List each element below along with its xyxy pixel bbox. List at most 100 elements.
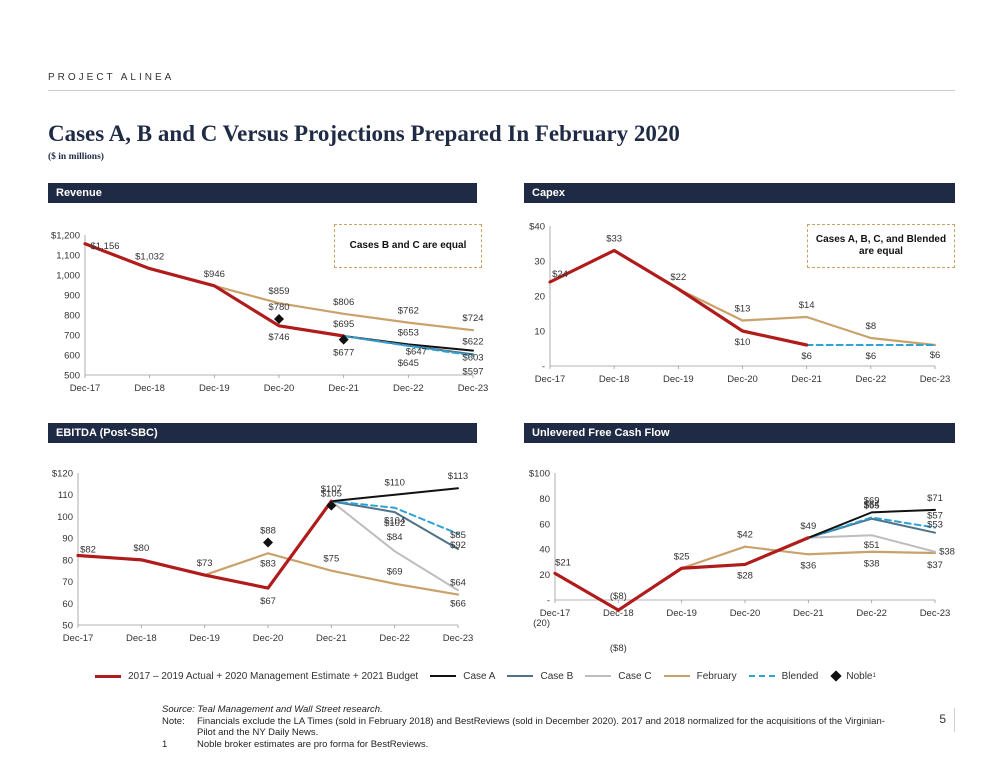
data-label: $780 — [268, 302, 289, 313]
y-tick-label: 100 — [57, 512, 73, 523]
data-label: $724 — [462, 313, 483, 324]
legend-swatch-blended — [748, 675, 775, 677]
y-tick-label: 700 — [64, 331, 80, 342]
x-tick-label: Dec-17 — [535, 374, 566, 385]
y-tick-label: 20 — [534, 292, 545, 303]
legend-label-february: February — [696, 670, 737, 682]
series-line-actual — [548, 248, 809, 347]
note-key: Note: — [162, 715, 185, 727]
legend-label-blended: Blended — [781, 670, 819, 682]
data-label: $83 — [260, 558, 276, 569]
x-tick-label: Dec-17 — [63, 633, 94, 644]
data-label: $69 — [387, 567, 403, 578]
y-tick-label: - — [547, 596, 550, 607]
noble-marker — [263, 537, 273, 548]
data-label: $603 — [462, 352, 483, 363]
series-line-february — [203, 552, 460, 596]
data-label: $677 — [333, 348, 354, 359]
data-label: $51 — [864, 540, 880, 551]
x-tick-label: Dec-21 — [316, 633, 347, 644]
data-label: $806 — [333, 297, 354, 308]
data-label: $645 — [398, 358, 419, 369]
legend-item-blended: Blended — [748, 670, 819, 682]
x-tick-label: Dec-22 — [856, 608, 887, 619]
data-label: $110 — [384, 478, 404, 489]
ufcf-chart: - 20 40 60 80 $100 (20)Dec-17 Dec-18 Dec-19 Dec-2… — [529, 469, 955, 655]
y-tick-label: $120 — [52, 469, 73, 480]
y-tick-label: (20) — [533, 618, 550, 629]
series-line-february — [213, 284, 475, 332]
data-label: $10 — [735, 337, 751, 348]
series-line-blended — [330, 500, 459, 535]
ebitda-section-header: EBITDA (Post-SBC) — [48, 423, 477, 443]
y-tick-label: 20 — [539, 570, 550, 581]
data-label: $22 — [670, 272, 686, 283]
legend-item-actual: 2017 – 2019 Actual + 2020 Management Est… — [95, 671, 418, 682]
data-label: $21 — [555, 557, 571, 568]
data-label: $597 — [462, 367, 483, 378]
data-label: $647 — [406, 347, 427, 358]
y-tick-label: $40 — [529, 222, 545, 233]
x-tick-label: Dec-19 — [189, 633, 220, 644]
revenue-chart: 500 600 700 800 900 1,000 1,100 $1,200 Dec-17 Dec… — [51, 231, 489, 395]
note-row: Note: Financials exclude the LA Times (s… — [162, 716, 893, 739]
page-number: 5 — [939, 712, 946, 726]
y-tick-label: - — [542, 362, 545, 373]
footnote-1-text: Noble broker estimates are pro forma for… — [197, 738, 429, 750]
data-label: $88 — [260, 525, 276, 536]
data-label: $1,156 — [90, 241, 119, 252]
data-label: $107 — [321, 484, 342, 495]
x-tick-label: Dec-23 — [920, 374, 951, 385]
noble-marker — [274, 314, 284, 324]
data-label: $65 — [864, 500, 880, 511]
data-label: $38 — [864, 559, 880, 570]
y-tick-label: 80 — [62, 555, 73, 566]
legend-label-case-c: Case C — [618, 670, 652, 682]
x-tick-label: Dec-19 — [666, 608, 697, 619]
source-note: Source: Teal Management and Wall Street … — [162, 704, 383, 715]
legend-item-case-c: Case C — [585, 670, 652, 682]
x-tick-label: Dec-23 — [458, 383, 489, 394]
data-label: $64 — [864, 500, 880, 511]
data-label: $33 — [606, 234, 622, 245]
legend-label-case-b: Case B — [540, 670, 574, 682]
legend-item-case-b: Case B — [507, 671, 573, 682]
x-tick-label: Dec-22 — [393, 383, 424, 394]
data-label: $85 — [450, 530, 466, 541]
data-label: $75 — [323, 554, 339, 565]
x-tick-label: Dec-20 — [730, 608, 761, 619]
series-line-actual — [83, 242, 346, 338]
data-label: $102 — [384, 518, 405, 529]
noble-marker — [338, 334, 349, 345]
data-label: $64 — [450, 578, 466, 589]
x-tick-label: Dec-19 — [663, 374, 694, 385]
legend-swatch-case-b — [507, 675, 534, 677]
series-line-actual — [553, 536, 810, 612]
legend-item-case-a: Case A — [430, 671, 495, 682]
data-label: $67 — [260, 596, 276, 607]
legend-label-actual: 2017 – 2019 Actual + 2020 Management Est… — [128, 670, 419, 682]
chart-legend: 2017 – 2019 Actual + 2020 Management Est… — [95, 669, 888, 683]
series-line-actual — [76, 499, 333, 590]
data-label: $6 — [930, 350, 941, 361]
x-tick-label: Dec-18 — [126, 633, 157, 644]
page-subtitle: ($ in millions) — [48, 152, 104, 162]
ebitda-chart: 50 60 70 80 90 100 110 $120 Dec-17 Dec-18 Dec-19 De… — [52, 469, 474, 645]
data-label: $746 — [268, 332, 289, 343]
data-label: $92 — [450, 540, 466, 551]
x-tick-label: Dec-20 — [727, 374, 758, 385]
y-tick-label: 40 — [539, 545, 550, 556]
data-label: $66 — [450, 598, 466, 609]
series-line-blended — [807, 516, 936, 539]
series-line-case-a — [807, 508, 936, 539]
footnotes: Source: Teal Management and Wall Street … — [162, 704, 893, 750]
x-tick-label: Dec-23 — [443, 633, 474, 644]
series-line-case-c — [807, 534, 936, 553]
data-label: $69 — [864, 495, 880, 506]
data-label: $653 — [398, 327, 419, 338]
data-label: $8 — [866, 321, 877, 332]
y-tick-label: 1,000 — [56, 271, 80, 282]
data-label: ($8) — [610, 643, 627, 654]
data-label: $1,032 — [135, 252, 164, 263]
y-tick-label: 110 — [58, 490, 73, 501]
